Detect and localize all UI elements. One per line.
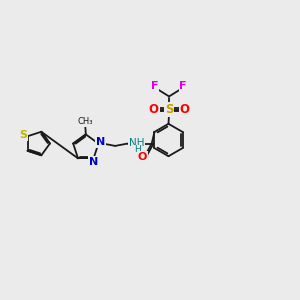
- Text: N: N: [89, 157, 98, 167]
- Text: O: O: [179, 103, 189, 116]
- Text: O: O: [138, 152, 147, 162]
- Text: CH₃: CH₃: [77, 117, 93, 126]
- Text: H: H: [134, 145, 141, 154]
- Text: O: O: [149, 103, 159, 116]
- Text: F: F: [179, 81, 187, 91]
- Text: F: F: [151, 81, 159, 91]
- Text: N: N: [96, 137, 105, 147]
- Text: S: S: [165, 103, 173, 116]
- Text: S: S: [19, 130, 27, 140]
- Text: NH: NH: [129, 138, 144, 148]
